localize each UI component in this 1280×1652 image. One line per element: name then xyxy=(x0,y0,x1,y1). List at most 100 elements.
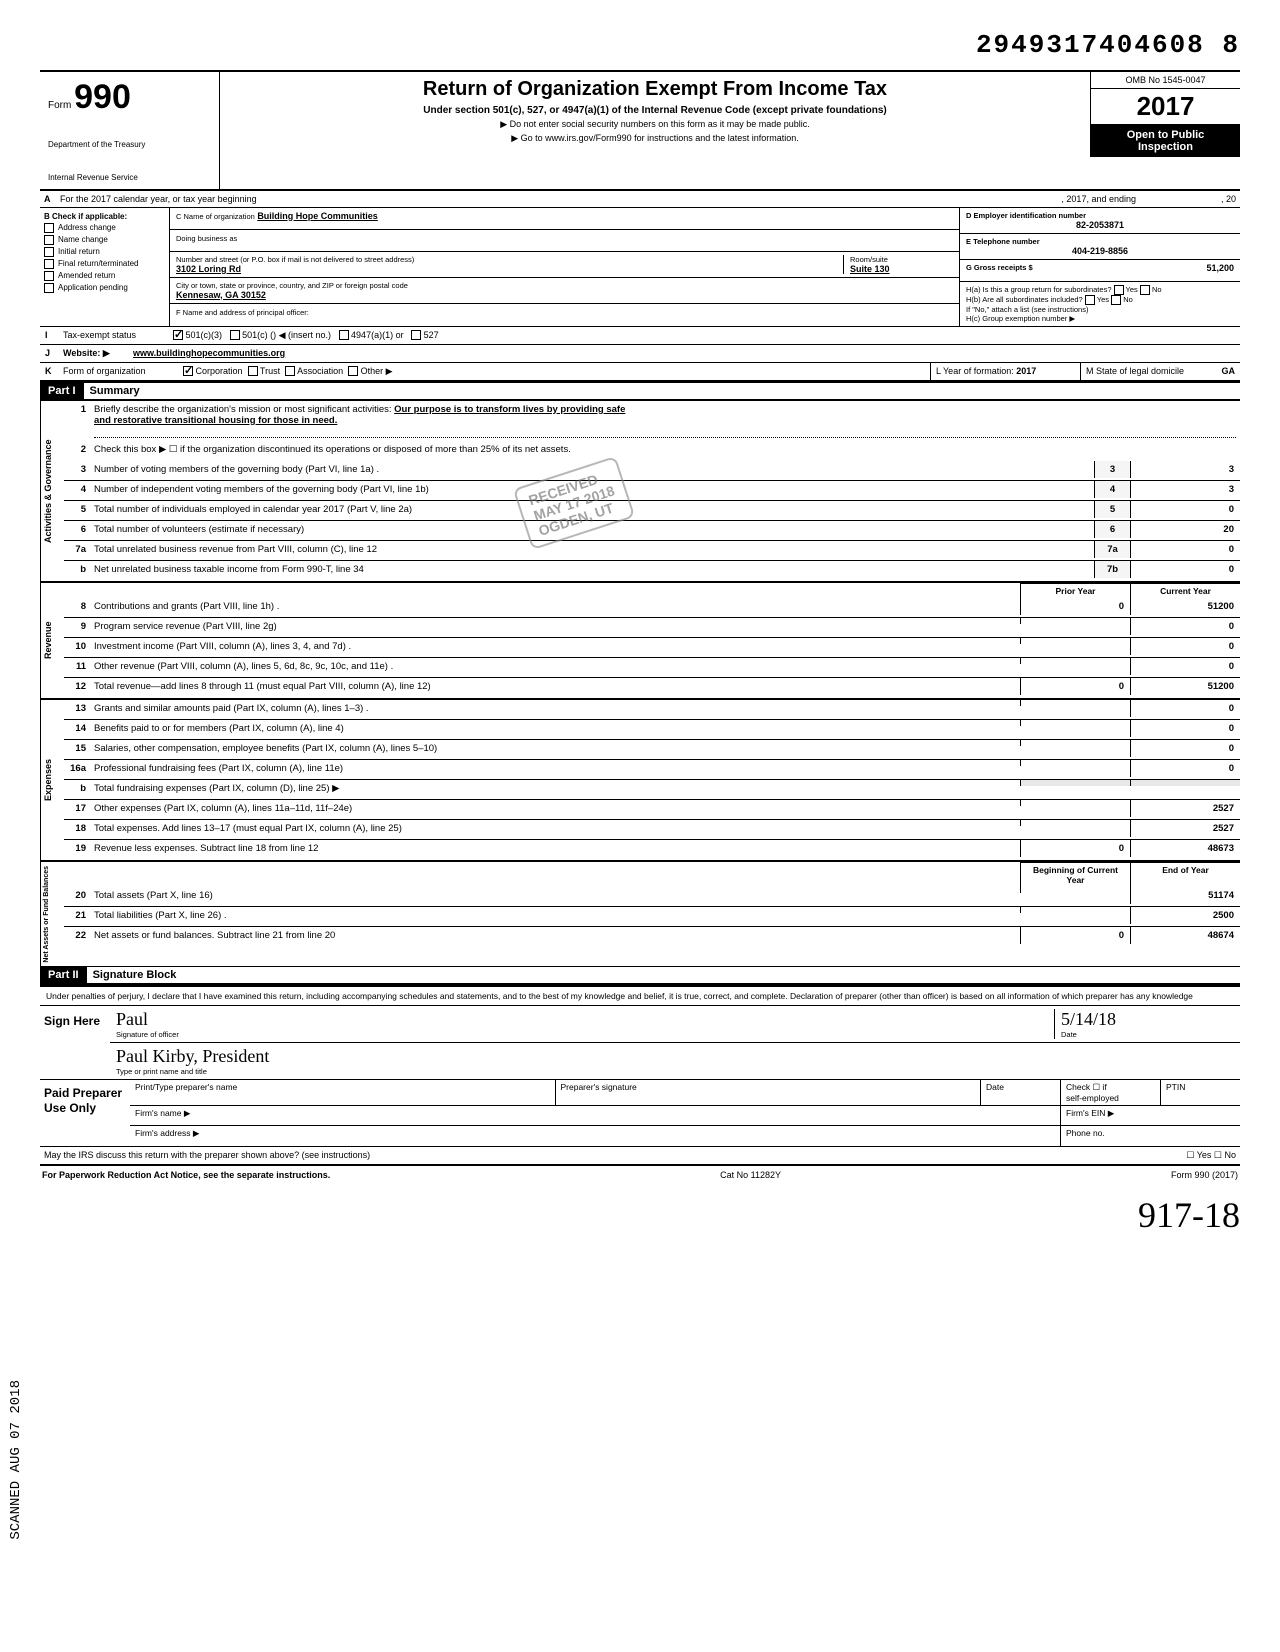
org-name-label: C Name of organization xyxy=(176,212,255,221)
discuss-text: May the IRS discuss this return with the… xyxy=(44,1150,1186,1161)
chk-application-pending[interactable]: Application pending xyxy=(44,283,165,293)
chk-label: Name change xyxy=(58,235,108,244)
checkbox-icon[interactable] xyxy=(183,366,193,376)
signature-line: Paul Signature of officer 5/14/18 Date xyxy=(110,1006,1240,1043)
section-governance-label: Activities & Governance xyxy=(40,401,64,581)
line-20-text: Total assets (Part X, line 16) xyxy=(90,887,1020,904)
document-id-number: 2949317404608 8 xyxy=(40,30,1240,60)
checkbox-icon[interactable] xyxy=(411,330,421,340)
line-7a-text: Total unrelated business revenue from Pa… xyxy=(90,541,1094,558)
line-1: 1 Briefly describe the organization's mi… xyxy=(64,401,1240,441)
dba-cell: Doing business as xyxy=(170,230,959,252)
line-9: 9 Program service revenue (Part VIII, li… xyxy=(64,618,1240,638)
line-6-boxnum: 6 xyxy=(1094,521,1130,538)
checkbox-icon[interactable] xyxy=(230,330,240,340)
line-num: 14 xyxy=(64,720,90,737)
checkbox-icon[interactable] xyxy=(1111,295,1121,305)
opt-501c-b: ) ◀ (insert no.) xyxy=(273,330,331,340)
checkbox-icon[interactable] xyxy=(348,366,358,376)
line-num: 16a xyxy=(64,760,90,777)
paperwork-notice: For Paperwork Reduction Act Notice, see … xyxy=(42,1170,330,1180)
department-line-2: Internal Revenue Service xyxy=(48,174,211,183)
line-13-prior xyxy=(1020,700,1130,706)
col-end: End of Year xyxy=(1130,862,1240,887)
line-10-prior xyxy=(1020,638,1130,644)
part-1-label: Part I xyxy=(40,383,84,399)
line-3-boxnum: 3 xyxy=(1094,461,1130,478)
header-center: Return of Organization Exempt From Incom… xyxy=(220,72,1090,150)
line-18: 18 Total expenses. Add lines 13–17 (must… xyxy=(64,820,1240,840)
prep-date-header: Date xyxy=(980,1080,1060,1105)
firm-ein-label: Firm's EIN ▶ xyxy=(1060,1106,1240,1125)
checkbox-icon[interactable] xyxy=(339,330,349,340)
line-14-current: 0 xyxy=(1130,720,1240,737)
firm-phone-label: Phone no. xyxy=(1060,1126,1240,1146)
line-4-text: Number of independent voting members of … xyxy=(90,481,1094,498)
line-13-text: Grants and similar amounts paid (Part IX… xyxy=(90,700,1020,717)
line-num: 9 xyxy=(64,618,90,635)
checkbox-icon xyxy=(44,271,54,281)
line-16b-current xyxy=(1130,780,1240,786)
form-note-1: ▶ Do not enter social security numbers o… xyxy=(230,119,1080,130)
line-num: b xyxy=(64,780,90,797)
open-line-1: Open to Public xyxy=(1093,129,1238,141)
form-label: Form xyxy=(48,100,71,111)
gross-receipts-cell: G Gross receipts $ 51,200 xyxy=(960,260,1240,282)
line-11-prior xyxy=(1020,658,1130,664)
checkbox-icon[interactable] xyxy=(285,366,295,376)
officer-label: F Name and address of principal officer: xyxy=(176,308,309,317)
org-name-value: Building Hope Communities xyxy=(257,211,378,221)
prep-sig-header: Preparer's signature xyxy=(555,1080,981,1105)
col-b-checkboxes: B Check if applicable: Address change Na… xyxy=(40,208,170,326)
open-line-2: Inspection xyxy=(1093,141,1238,153)
phone-label: E Telephone number xyxy=(966,237,1234,246)
line-num: b xyxy=(64,561,90,578)
chk-initial-return[interactable]: Initial return xyxy=(44,247,165,257)
line-17-prior xyxy=(1020,800,1130,806)
line-num: 10 xyxy=(64,638,90,655)
checkbox-icon[interactable] xyxy=(248,366,258,376)
line-16a-text: Professional fundraising fees (Part IX, … xyxy=(90,760,1020,777)
checkbox-icon[interactable] xyxy=(1085,295,1095,305)
tax-exempt-label: Tax-exempt status xyxy=(58,327,168,344)
chk-name-change[interactable]: Name change xyxy=(44,235,165,245)
paid-preparer-label: Paid Preparer Use Only xyxy=(40,1080,130,1146)
officer-signature: Paul xyxy=(116,1009,1054,1030)
checkbox-icon[interactable] xyxy=(173,330,183,340)
line-15-prior xyxy=(1020,740,1130,746)
checkbox-icon xyxy=(44,235,54,245)
line-12-text: Total revenue—add lines 8 through 11 (mu… xyxy=(90,678,1020,695)
ha-label: H(a) Is this a group return for subordin… xyxy=(966,285,1112,294)
line-4: 4 Number of independent voting members o… xyxy=(64,481,1240,501)
yes-label: Yes xyxy=(1126,285,1138,294)
entity-info-block: B Check if applicable: Address change Na… xyxy=(40,208,1240,327)
line-4-boxnum: 4 xyxy=(1094,481,1130,498)
line-21-text: Total liabilities (Part X, line 26) . xyxy=(90,907,1020,924)
line-15-current: 0 xyxy=(1130,740,1240,757)
chk-final-return[interactable]: Final return/terminated xyxy=(44,259,165,269)
line-18-prior xyxy=(1020,820,1130,826)
line-7a-value: 0 xyxy=(1130,541,1240,558)
chk-address-change[interactable]: Address change xyxy=(44,223,165,233)
line-1-value: Our purpose is to transform lives by pro… xyxy=(394,404,625,415)
line-num: 20 xyxy=(64,887,90,904)
org-name-cell: C Name of organization Building Hope Com… xyxy=(170,208,959,230)
line-14-text: Benefits paid to or for members (Part IX… xyxy=(90,720,1020,737)
section-revenue-label: Revenue xyxy=(40,583,64,698)
print-name-label: Type or print name and title xyxy=(116,1067,1234,1076)
chk-amended-return[interactable]: Amended return xyxy=(44,271,165,281)
row-a-text-right: , 20 xyxy=(1136,194,1236,204)
line-num: 17 xyxy=(64,800,90,817)
line-num: 15 xyxy=(64,740,90,757)
room-label: Room/suite xyxy=(850,255,953,264)
checkbox-icon[interactable] xyxy=(1140,285,1150,295)
line-7b-value: 0 xyxy=(1130,561,1240,578)
handwritten-note: 917-18 xyxy=(40,1194,1240,1236)
sign-here-row: Sign Here Paul Signature of officer 5/14… xyxy=(40,1005,1240,1079)
checkbox-icon[interactable] xyxy=(1114,285,1124,295)
form-title: Return of Organization Exempt From Incom… xyxy=(230,78,1080,101)
col-prior-year: Prior Year xyxy=(1020,583,1130,598)
signature-label: Signature of officer xyxy=(116,1030,1054,1039)
line-10-current: 0 xyxy=(1130,638,1240,655)
row-j-label: J xyxy=(40,345,58,362)
